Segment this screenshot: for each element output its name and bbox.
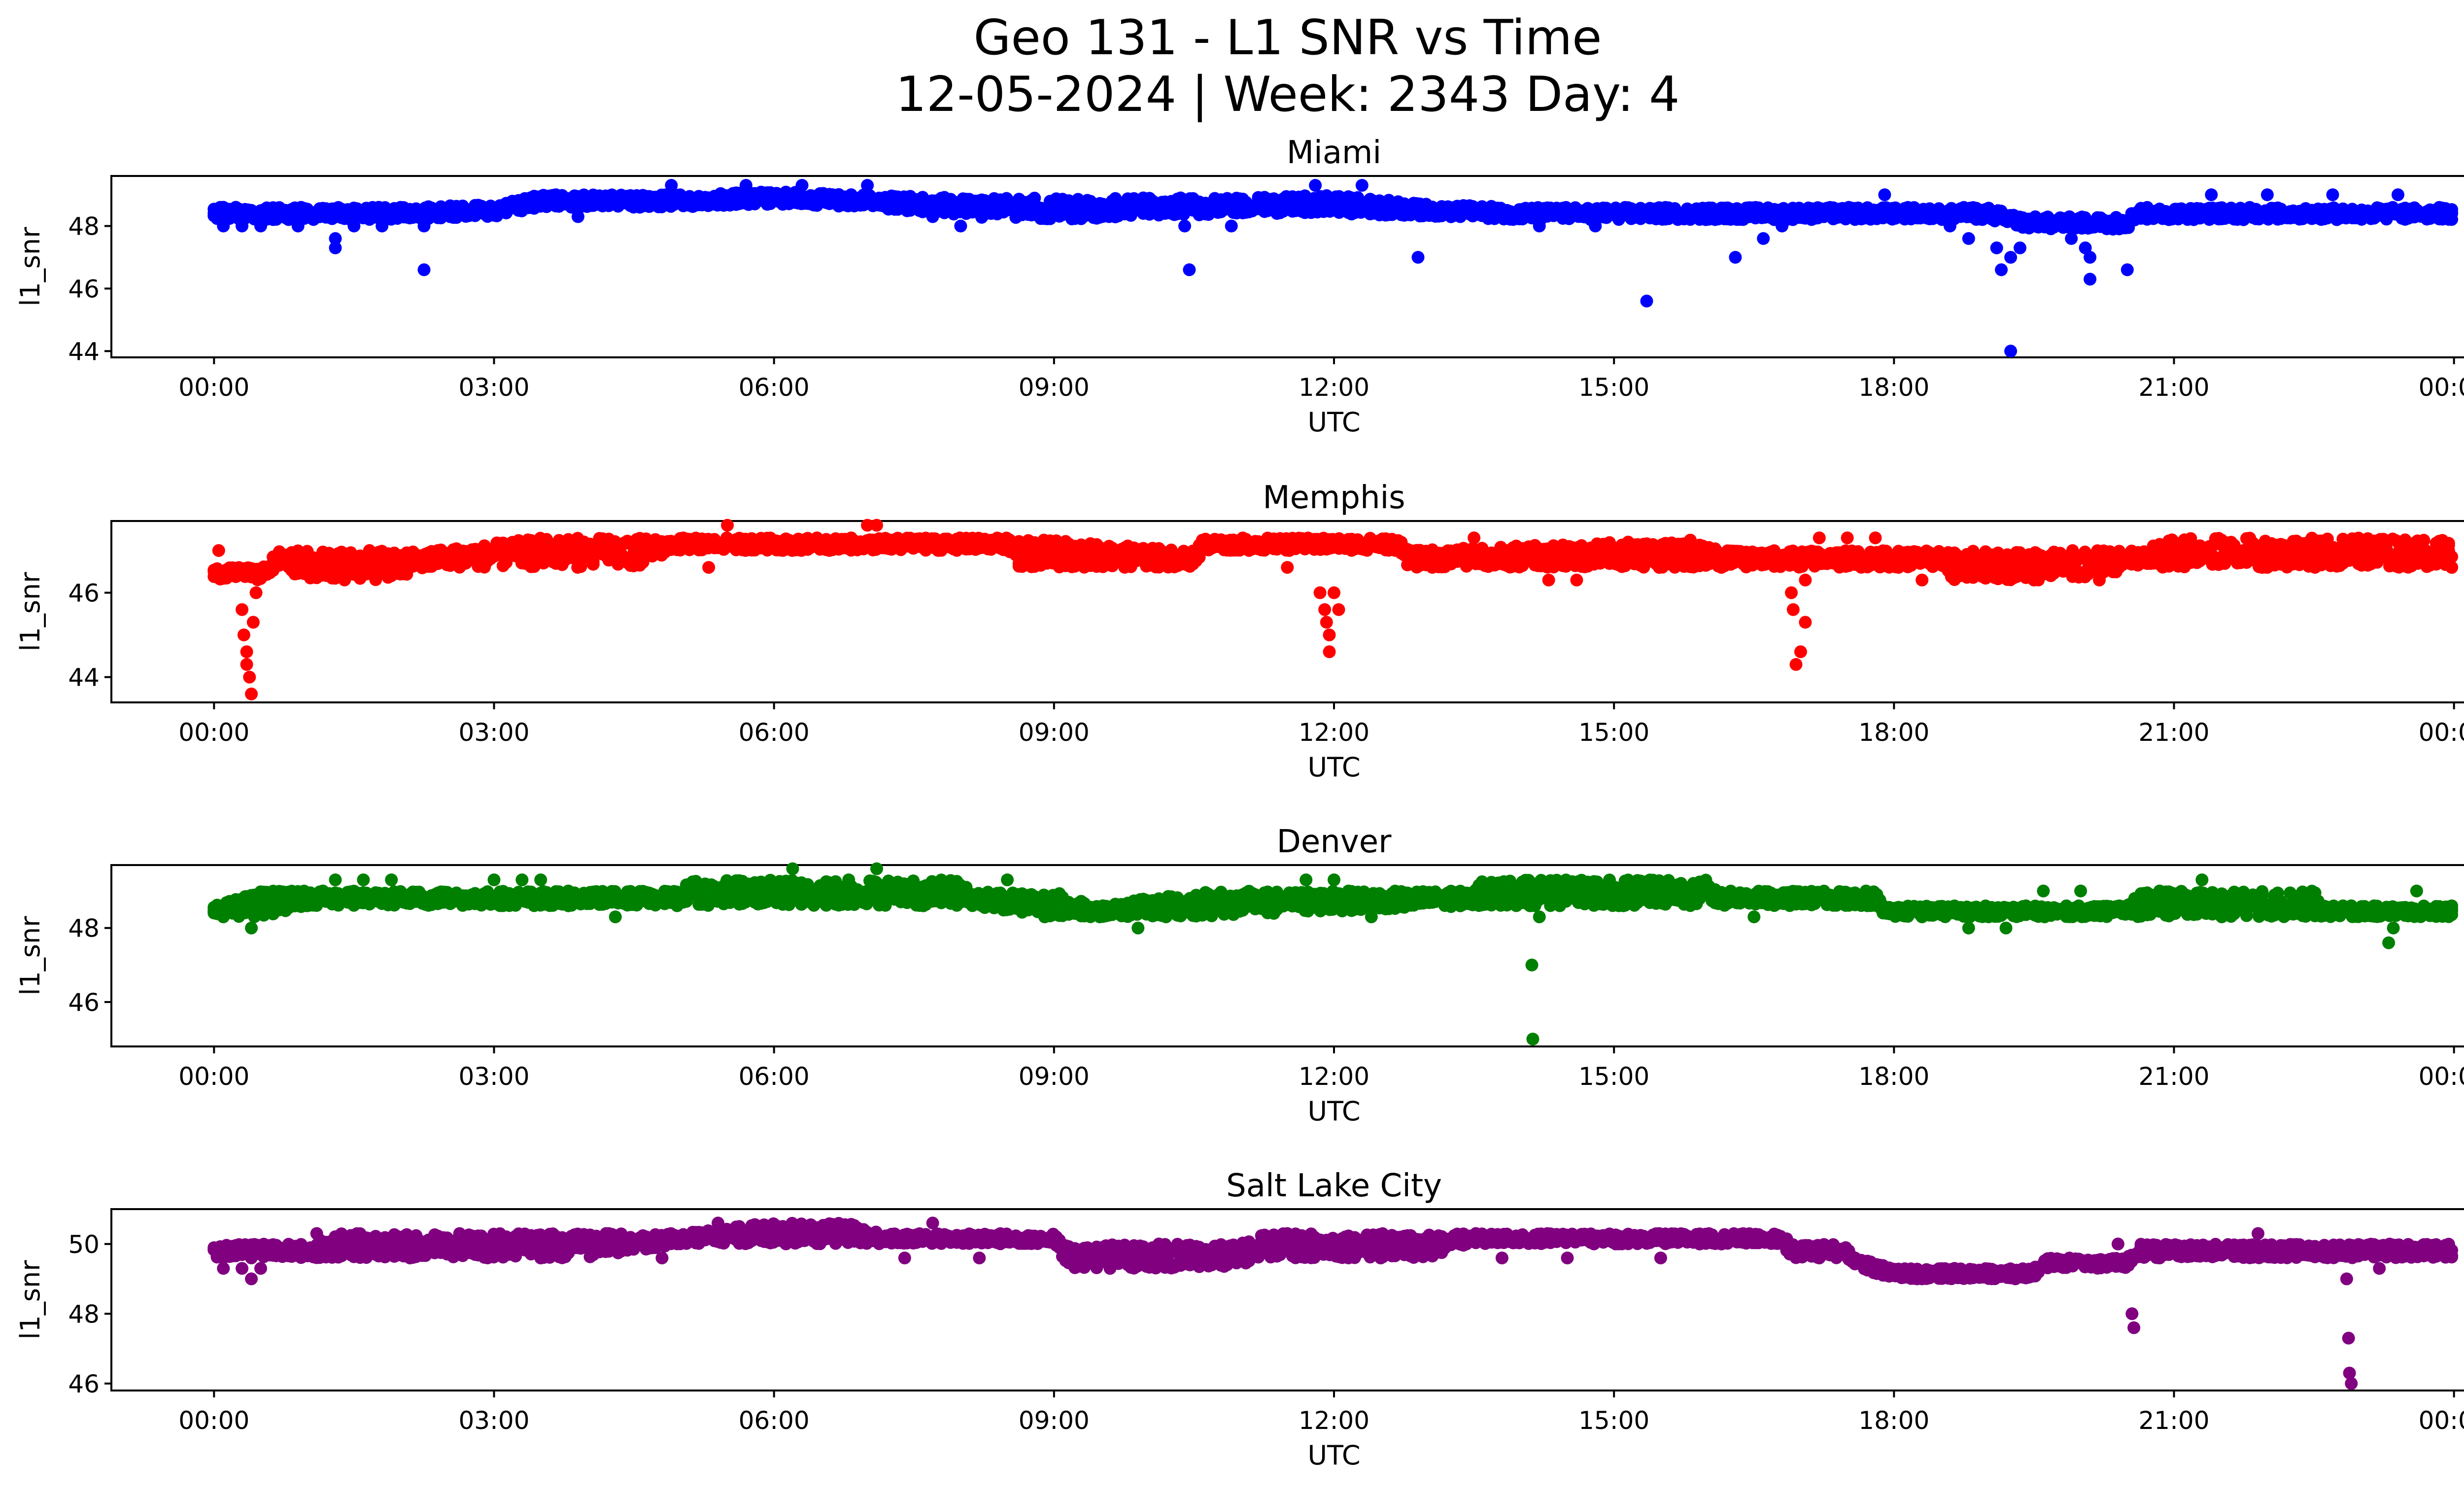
data-point-miami <box>236 219 249 233</box>
data-point-miami <box>1411 251 1425 264</box>
data-point-miami <box>417 263 431 277</box>
x-tick-label-miami: 15:00 <box>1578 373 1649 402</box>
chart-title-line2: 12-05-2024 | Week: 2343 Day: 4 <box>896 67 1680 123</box>
x-tick-label-memphis: 12:00 <box>1299 718 1369 747</box>
data-point-miami <box>1776 219 1789 233</box>
data-point-miami <box>795 179 809 192</box>
data-point-miami <box>1962 232 1975 245</box>
data-point-miami <box>2445 207 2459 220</box>
x-tick-label-miami: 03:00 <box>458 373 529 402</box>
data-point-miami <box>2084 251 2097 264</box>
data-point-miami <box>329 241 342 254</box>
data-point-miami <box>254 219 267 233</box>
y-tick-label-memphis: 46 <box>68 579 100 607</box>
data-point-miami <box>2205 188 2218 202</box>
y-axis-label-miami: l1_snr <box>15 227 46 307</box>
chart-title-line1: Geo 131 - L1 SNR vs Time <box>974 10 1602 66</box>
data-point-miami <box>1995 263 2008 277</box>
data-point-miami <box>571 210 584 223</box>
data-point-miami <box>1640 294 1653 308</box>
y-tick-label-miami: 44 <box>68 337 100 366</box>
x-tick-label-memphis: 09:00 <box>1019 718 1090 747</box>
data-point-miami <box>926 210 939 223</box>
data-point-miami <box>1757 232 1770 245</box>
x-tick-label-memphis: 21:00 <box>2138 718 2209 747</box>
data-point-miami <box>861 179 874 192</box>
data-point-miami <box>376 219 389 233</box>
x-tick-label-memphis: 18:00 <box>1858 718 1929 747</box>
data-point-miami <box>1183 263 1196 277</box>
series-memphis <box>207 519 2459 700</box>
x-tick-label-miami: 21:00 <box>2138 373 2209 402</box>
data-point-miami <box>739 179 753 192</box>
data-point-miami <box>2084 273 2097 286</box>
data-point-miami <box>1878 188 1891 202</box>
y-tick-label-miami: 48 <box>68 212 100 241</box>
data-point-miami <box>1355 179 1369 192</box>
data-point-miami <box>2260 188 2274 202</box>
data-point-miami <box>2004 345 2018 358</box>
data-point-miami <box>417 219 431 233</box>
data-point-miami <box>1495 210 1508 223</box>
data-point-miami <box>291 219 305 233</box>
data-point-miami <box>2326 188 2339 202</box>
data-point-miami <box>1533 219 1546 233</box>
panels-group: Miami 44 46 48 00:00 03:00 06:00 09:00 12:00 15:0… <box>15 135 2464 1471</box>
x-tick-label-miami: 06:00 <box>739 373 810 402</box>
data-point-miami <box>2004 251 2018 264</box>
y-axis-label-memphis: l1_snr <box>15 572 46 652</box>
x-tick-label-memphis: 15:00 <box>1578 718 1649 747</box>
y-tick-label-memphis: 44 <box>68 663 100 692</box>
panel-memphis: Memphis 44 46 00:00 03:00 06:00 09:00 12:00 15:0… <box>15 480 2464 783</box>
x-axis-label-memphis: UTC <box>1307 752 1360 783</box>
data-point-miami <box>1225 219 1238 233</box>
x-tick-label-miami: 09:00 <box>1019 373 1090 402</box>
data-point-miami <box>2121 263 2134 277</box>
data-point-miami <box>2014 241 2026 254</box>
x-tick-label-miami: 18:00 <box>1858 373 1929 402</box>
x-tick-label-miami: 00:00 <box>2419 373 2464 402</box>
data-point-miami <box>1094 210 1107 223</box>
x-tick-label-miami: 00:00 <box>178 373 249 402</box>
panel-miami: Miami 44 46 48 00:00 03:00 06:00 09:00 12:00 15:0… <box>15 135 2464 438</box>
data-point-miami <box>2392 188 2404 202</box>
data-point-miami <box>665 179 678 192</box>
data-point-miami <box>1990 241 2003 254</box>
data-point-miami <box>217 219 230 233</box>
data-point-miami <box>347 219 361 233</box>
panel-title-miami: Miami <box>1287 135 1381 171</box>
data-point-miami <box>1309 179 1322 192</box>
panel-title-memphis: Memphis <box>1263 480 1405 516</box>
data-point-miami <box>1729 251 1742 264</box>
y-tick-label-miami: 46 <box>68 275 100 303</box>
x-tick-label-miami: 12:00 <box>1299 373 1369 402</box>
x-tick-label-memphis: 00:00 <box>2419 718 2464 747</box>
x-axis-label-miami: UTC <box>1307 407 1360 438</box>
data-point-miami <box>1944 219 1956 233</box>
data-point-miami <box>954 219 967 233</box>
data-point-miami <box>2065 232 2078 245</box>
data-point-miami <box>1178 219 1191 233</box>
x-tick-label-memphis: 06:00 <box>739 718 810 747</box>
x-tick-label-memphis: 00:00 <box>178 718 249 747</box>
data-point-miami <box>1589 219 1602 233</box>
x-tick-label-memphis: 03:00 <box>458 718 529 747</box>
series-miami <box>207 179 2459 358</box>
